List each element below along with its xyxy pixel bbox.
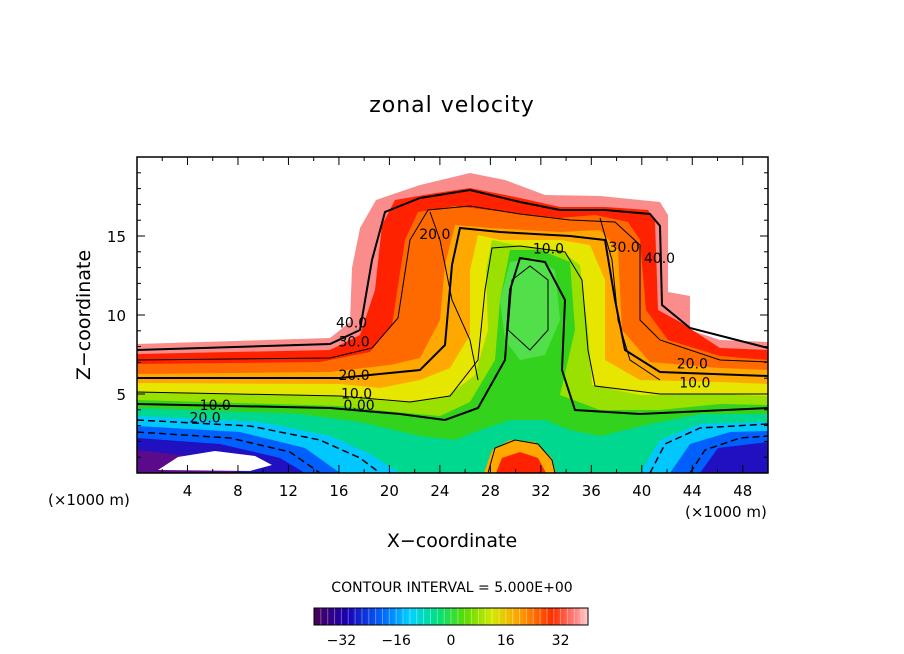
contour-line-neg20b (689, 435, 768, 473)
contour-line-20 (137, 226, 768, 379)
contour-label: 40.0 (644, 251, 675, 267)
contour-line-neg20 (137, 431, 321, 473)
y-axis-title: Z−coordinate (73, 250, 95, 380)
x-tick-label: 28 (481, 482, 500, 500)
contour-label: 10.0 (679, 376, 710, 392)
contour-label: 10.0 (341, 387, 372, 403)
colorbar-tick-label: 32 (552, 633, 570, 649)
contour-line-40 (137, 188, 768, 351)
contour-label-group: 10.0 (200, 398, 231, 414)
x-tick-labels: 4 8 12 16 20 24 28 32 36 40 44 48 (183, 482, 753, 500)
y-tick-label: 5 (116, 386, 126, 404)
y-tick-labels: 5 10 15 (107, 228, 126, 404)
chart-title: zonal velocity (369, 93, 535, 118)
band-neg28b (700, 442, 768, 473)
contour-label: 10.0 (200, 398, 231, 414)
x-axis-title: X−coordinate (387, 530, 517, 552)
x-tick-label: 44 (683, 482, 702, 500)
colorbar-tick-labels: −32 −16 0 16 32 (327, 633, 570, 649)
contour-label-group: 20.0 (677, 357, 708, 373)
band-min (158, 451, 272, 471)
contour-label-group: 30.0 (609, 240, 640, 256)
contour-line-neg10 (137, 419, 381, 473)
x-units-left: (×1000 m) (48, 491, 130, 509)
contour-label: 20.0 (677, 357, 708, 373)
contour-label: 0.00 (344, 398, 375, 414)
contour-line-30 (137, 205, 768, 363)
axis-ticks (137, 157, 768, 473)
x-tick-label: 8 (233, 482, 243, 500)
colorbar: −32 −16 0 16 32 (313, 607, 589, 649)
contour-line-core (507, 265, 549, 351)
contour-label-group: 40.0 (644, 251, 675, 267)
colorbar-stripes (320, 608, 582, 625)
y-tick-label: 15 (107, 228, 126, 246)
x-tick-label: 32 (531, 482, 550, 500)
contour-label-group: 10.0 (533, 241, 564, 257)
contour-label-group: 20.0 (338, 368, 369, 384)
contour-label: 20.0 (419, 227, 450, 243)
contour-label: 40.0 (336, 316, 367, 332)
contour-label: 30.0 (609, 240, 640, 256)
contour-line-inner2 (599, 217, 661, 381)
contour-label-group: 20.0 (190, 410, 221, 426)
contour-label-group: 0.00 (344, 398, 375, 414)
x-tick-label: 20 (380, 482, 399, 500)
contour-line-0 (137, 256, 768, 422)
colorbar-frame (313, 607, 589, 626)
x-tick-label: 12 (279, 482, 298, 500)
contour-line-inner (429, 211, 479, 381)
contour-label: 20.0 (190, 410, 221, 426)
contour-line-surface (487, 439, 556, 473)
x-tick-label: 4 (183, 482, 193, 500)
contour-label-group: 30.0 (338, 335, 369, 351)
x-tick-label: 16 (329, 482, 348, 500)
band-core (500, 258, 560, 360)
contour-label: 20.0 (338, 368, 369, 384)
x-units-right: (×1000 m) (685, 503, 767, 521)
contour-label: 10.0 (533, 241, 564, 257)
contour-label-group: 10.0 (341, 387, 372, 403)
x-tick-label: 40 (632, 482, 651, 500)
contour-label-group: 10.0 (679, 376, 710, 392)
contour-lines (137, 188, 768, 473)
colorbar-tick-label: −32 (327, 633, 357, 649)
contour-label-group: 20.0 (419, 227, 450, 243)
y-tick-label: 10 (107, 307, 126, 325)
x-tick-label: 24 (430, 482, 449, 500)
contour-interval-label: CONTOUR INTERVAL = 5.000E+00 (331, 580, 572, 596)
band-surface-red2 (496, 452, 546, 473)
x-tick-label: 36 (582, 482, 601, 500)
contour-label-group: 40.0 (336, 316, 367, 332)
x-tick-label: 48 (733, 482, 752, 500)
colorbar-fill (314, 608, 588, 625)
colorbar-tick-label: −16 (381, 633, 411, 649)
colorbar-tick-label: 0 (447, 633, 456, 649)
contour-label: 30.0 (338, 335, 369, 351)
colorbar-tick-label: 16 (497, 633, 515, 649)
contour-line-10 (137, 245, 768, 403)
contour-line-neg10b (649, 423, 768, 473)
